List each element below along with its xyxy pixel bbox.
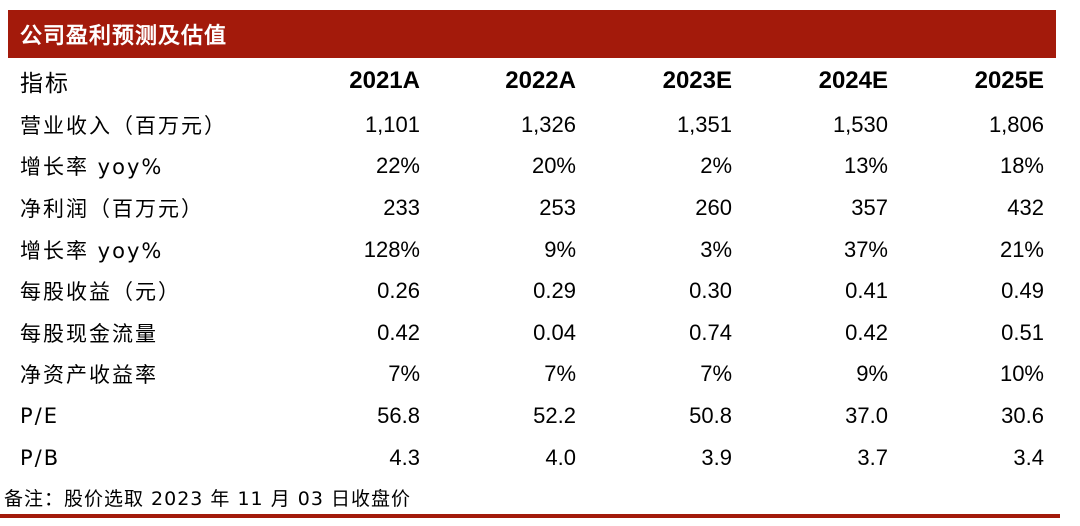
row-label: 营业收入（百万元） [20, 113, 227, 138]
table-cell: 0.30 [689, 278, 732, 304]
table-cell: 0.26 [377, 278, 420, 304]
table-cell: 3.4 [1013, 444, 1044, 470]
table-cell: 0.41 [845, 278, 888, 304]
table-cell: 3.7 [857, 444, 888, 470]
table-title: 公司盈利预测及估值 [20, 23, 228, 49]
table-cell: 0.29 [533, 278, 576, 304]
table-cell: 10% [999, 361, 1044, 387]
table-cell: 9% [856, 361, 888, 387]
table-cell: 1,101 [364, 111, 420, 137]
table-cell: 128% [363, 236, 420, 262]
table-cell: 432 [1007, 194, 1044, 220]
table-cell: 357 [851, 194, 888, 220]
header-year: 2021A [349, 67, 420, 94]
table-cell: 7% [544, 361, 576, 387]
header-year: 2024E [818, 67, 888, 94]
row-label: 净资产收益率 [20, 363, 158, 388]
row-label: P/E [20, 403, 60, 428]
header-year: 2025E [974, 67, 1044, 94]
table-row: 每股收益（元） 0.26 0.29 0.30 0.41 0.49 [8, 270, 1056, 312]
table-cell: 0.49 [1001, 278, 1044, 304]
table-cell: 30.6 [1001, 402, 1044, 428]
table-cell: 2% [700, 153, 732, 179]
table-row: 净利润（百万元） 233 253 260 357 432 [8, 187, 1056, 229]
table-cell: 1,806 [988, 111, 1044, 137]
table-row: 净资产收益率 7% 7% 7% 9% 10% [8, 354, 1056, 396]
table-row: P/B 4.3 4.0 3.9 3.7 3.4 [8, 437, 1056, 479]
table-cell: 0.74 [689, 319, 732, 345]
row-label: 每股收益（元） [20, 280, 181, 305]
table-cell: 1,530 [832, 111, 888, 137]
table-cell: 4.3 [389, 444, 420, 470]
table-cell: 56.8 [377, 402, 420, 428]
table-cell: 22% [375, 153, 420, 179]
table-cell: 233 [383, 194, 420, 220]
forecast-table: 指标 2021A 2022A 2023E 2024E 2025E 营业收入（百万… [8, 58, 1056, 478]
row-label: 净利润（百万元） [20, 196, 204, 221]
table-row: 营业收入（百万元） 1,101 1,326 1,351 1,530 1,806 [8, 104, 1056, 146]
table-cell: 20% [531, 153, 576, 179]
footnote: 备注：股价选取 2023 年 11 月 03 日收盘价 [4, 488, 411, 510]
header-year: 2023E [662, 67, 732, 94]
table-cell: 7% [700, 361, 732, 387]
table-cell: 37.0 [845, 402, 888, 428]
table-cell: 3% [700, 236, 732, 262]
row-label: 增长率 yoy% [20, 155, 164, 180]
table-cell: 3.9 [701, 444, 732, 470]
bottom-divider [0, 514, 1060, 518]
table-cell: 13% [843, 153, 888, 179]
table-cell: 1,351 [676, 111, 732, 137]
table-cell: 37% [843, 236, 888, 262]
table-cell: 9% [544, 236, 576, 262]
table-cell: 0.42 [845, 319, 888, 345]
table-row: 每股现金流量 0.42 0.04 0.74 0.42 0.51 [8, 312, 1056, 354]
table-cell: 50.8 [689, 402, 732, 428]
header-label: 指标 [20, 71, 70, 97]
table-cell: 4.0 [545, 444, 576, 470]
row-label: P/B [20, 445, 61, 470]
table-row: P/E 56.8 52.2 50.8 37.0 30.6 [8, 395, 1056, 437]
table-cell: 52.2 [533, 402, 576, 428]
table-row: 增长率 yoy% 128% 9% 3% 37% 21% [8, 229, 1056, 271]
title-bar: 公司盈利预测及估值 [8, 10, 1056, 58]
table-cell: 0.42 [377, 319, 420, 345]
table-cell: 1,326 [520, 111, 576, 137]
row-label: 增长率 yoy% [20, 238, 164, 263]
table-cell: 18% [999, 153, 1044, 179]
table-header-row: 指标 2021A 2022A 2023E 2024E 2025E [8, 58, 1056, 104]
table-row: 增长率 yoy% 22% 20% 2% 13% 18% [8, 146, 1056, 188]
table-cell: 7% [388, 361, 420, 387]
table-cell: 0.51 [1001, 319, 1044, 345]
table-cell: 21% [999, 236, 1044, 262]
table-cell: 253 [539, 194, 576, 220]
table-cell: 0.04 [533, 319, 576, 345]
table-cell: 260 [695, 194, 732, 220]
row-label: 每股现金流量 [20, 321, 158, 346]
header-year: 2022A [505, 67, 576, 94]
